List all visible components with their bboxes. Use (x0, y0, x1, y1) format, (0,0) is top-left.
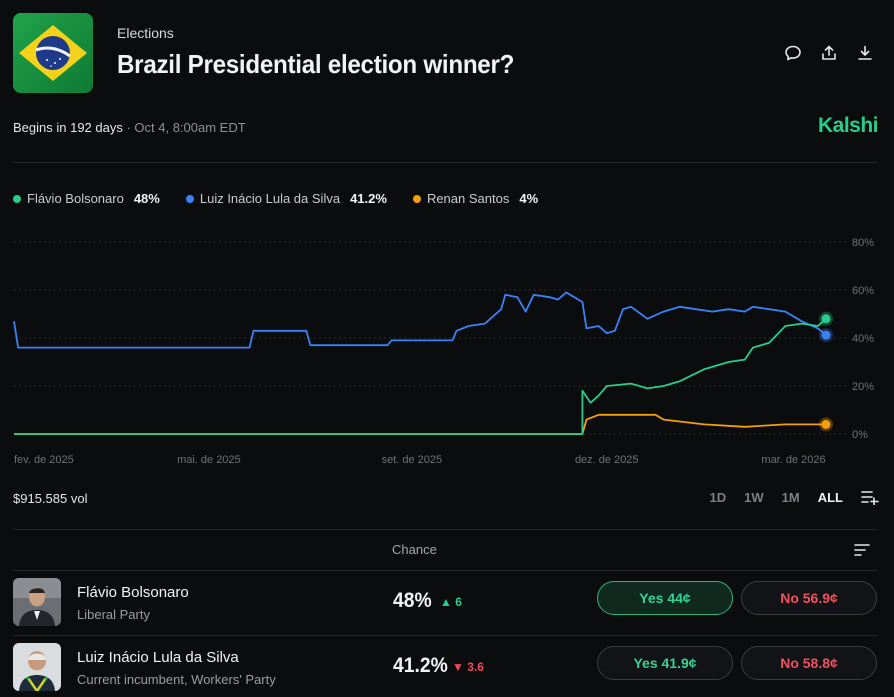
legend-item-renan[interactable]: Renan Santos 4% (412, 191, 539, 206)
chance-column-header: Chance (392, 542, 437, 557)
page-title: Brazil Presidential election winner? (117, 49, 515, 79)
download-icon[interactable] (855, 43, 875, 63)
comment-icon[interactable] (783, 43, 803, 63)
brazil-flag-icon (13, 13, 93, 93)
range-1w[interactable]: 1W (744, 489, 764, 505)
change-value: 3.6 (467, 660, 484, 674)
price-chart[interactable]: 80% 60% 40% 20% 0% fev. de 2025 mai. de 2025 se… (0, 230, 894, 475)
volume-label: $915.585 vol (13, 491, 88, 506)
range-1d[interactable]: 1D (709, 489, 727, 505)
legend-name: Renan Santos (426, 191, 510, 206)
schedule-date: Oct 4, 8:00am EDT (134, 120, 246, 135)
x-tick-label: mar. de 2026 (761, 454, 825, 466)
series-line (13, 291, 827, 349)
chance-value: 48% (393, 589, 432, 612)
share-icon[interactable] (819, 43, 839, 63)
change-indicator: ▼ 3.6 (452, 660, 484, 674)
legend-pct: 41.2% (350, 191, 387, 206)
change-value: 6 (455, 595, 462, 609)
range-all[interactable]: ALL (817, 489, 843, 505)
table-row[interactable]: Flávio Bolsonaro Liberal Party 48% ▲ 6 Y… (13, 571, 877, 629)
legend-name: Flávio Bolsonaro (27, 191, 124, 206)
y-tick-label: 40% (852, 333, 874, 345)
schedule-info: Begins in 192 days · Oct 4, 8:00am EDT (13, 120, 246, 135)
candidate-party: Liberal Party (77, 607, 150, 622)
table-row[interactable]: Luiz Inácio Lula da Silva Current incumb… (13, 636, 877, 694)
candidate-name: Luiz Inácio Lula da Silva (77, 649, 239, 666)
range-1m[interactable]: 1M (781, 489, 800, 505)
series-line (14, 413, 826, 435)
avatar (13, 578, 61, 626)
y-tick-label: 0% (852, 429, 868, 441)
x-tick-label: dez. de 2025 (575, 454, 639, 466)
candidate-name: Flávio Bolsonaro (77, 584, 189, 601)
begins-countdown: Begins in 192 days (13, 120, 123, 135)
no-button[interactable]: No 58.8¢ (741, 646, 877, 680)
series-end-point (821, 314, 831, 324)
chart-svg: 80% 60% 40% 20% 0% fev. de 2025 mai. de 2025 se… (13, 237, 874, 466)
avatar (13, 643, 61, 691)
time-range-selector: 1D 1W 1M ALL (710, 489, 879, 505)
market-header: Elections Brazil Presidential election w… (13, 13, 881, 93)
divider (13, 570, 877, 571)
yes-button[interactable]: Yes 44¢ (597, 581, 733, 615)
y-tick-label: 80% (852, 237, 874, 249)
header-actions (783, 43, 875, 63)
arrow-down-icon: ▼ (452, 660, 464, 674)
candidate-party: Current incumbent, Workers' Party (77, 672, 276, 687)
schedule-separator: · (122, 120, 135, 135)
x-tick-label: mai. de 2025 (177, 454, 241, 466)
legend-dot (13, 194, 21, 203)
divider (13, 162, 877, 163)
chance-value: 41.2% (393, 654, 448, 677)
arrow-up-icon: ▲ (440, 595, 452, 609)
no-button[interactable]: No 56.9¢ (741, 581, 877, 615)
legend-pct: 4% (519, 191, 539, 206)
y-tick-label: 60% (852, 285, 874, 297)
legend-item-flavio[interactable]: Flávio Bolsonaro 48% (13, 191, 160, 206)
legend-pct: 48% (133, 191, 160, 206)
legend-dot (412, 194, 421, 203)
add-to-list-icon[interactable] (861, 489, 879, 505)
yes-button[interactable]: Yes 41.9¢ (597, 646, 733, 680)
divider (13, 635, 877, 636)
x-tick-label: fev. de 2025 (14, 454, 74, 466)
legend-item-lula[interactable]: Luiz Inácio Lula da Silva 41.2% (185, 191, 387, 206)
market-category[interactable]: Elections (117, 25, 174, 41)
legend-dot (185, 194, 194, 203)
series-end-point (821, 330, 831, 340)
chart-legend: Flávio Bolsonaro 48% Luiz Inácio Lula da… (13, 191, 538, 206)
divider (13, 529, 877, 530)
legend-name: Luiz Inácio Lula da Silva (199, 191, 341, 206)
y-tick-label: 20% (852, 381, 874, 393)
x-tick-label: set. de 2025 (382, 454, 443, 466)
series-line (14, 318, 827, 435)
series-end-point (821, 419, 831, 429)
kalshi-logo[interactable]: Kalshi (817, 114, 879, 137)
sort-icon[interactable] (854, 543, 870, 562)
change-indicator: ▲ 6 (440, 595, 462, 609)
